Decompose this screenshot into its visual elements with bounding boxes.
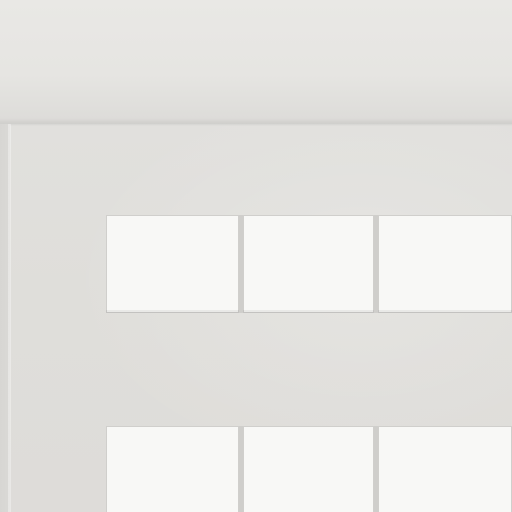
window-pane [243, 426, 374, 512]
left-wall [0, 124, 10, 512]
ceiling-edge [0, 118, 512, 128]
window-mullion [374, 215, 378, 313]
lower-window-row [106, 426, 512, 512]
window-mullion [239, 215, 243, 313]
window-pane [378, 215, 512, 313]
window-pane [106, 215, 239, 313]
window-mullion [374, 426, 378, 512]
upper-window-row [106, 215, 512, 313]
window-pane [378, 426, 512, 512]
window-pane [106, 426, 239, 512]
left-wall-edge [8, 124, 11, 512]
ceiling [0, 0, 512, 124]
window-pane [243, 215, 374, 313]
window-mullion [239, 426, 243, 512]
